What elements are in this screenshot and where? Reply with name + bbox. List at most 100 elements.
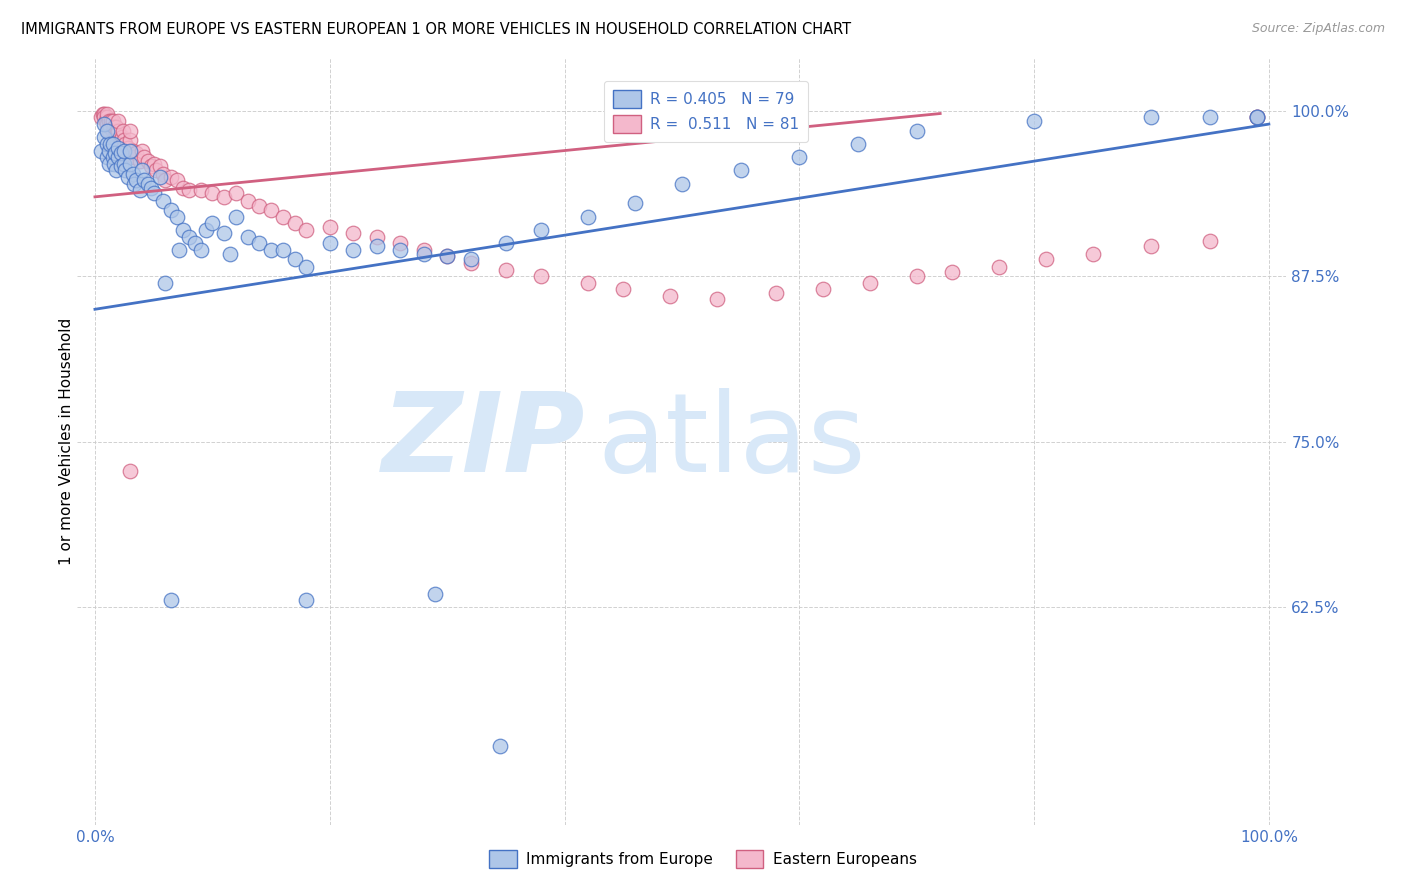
Point [172,180,194,194]
Point [183,236,205,251]
Point [260,243,283,257]
Point [125,172,148,186]
Point [96,124,118,138]
Point [1246,111,1268,125]
Point [110,133,132,147]
Point [107,114,129,128]
Point [103,157,125,171]
Point [96,117,118,131]
Point [366,239,388,253]
Point [96,111,118,125]
Point [1022,114,1045,128]
Point [730,163,752,178]
Point [160,169,183,184]
Point [152,194,174,208]
Point [495,236,517,251]
Point [190,243,212,257]
Point [295,593,318,607]
Point [169,243,191,257]
Point [120,124,142,138]
Point [1199,111,1222,125]
Point [271,243,294,257]
Point [101,124,124,138]
Point [160,593,183,607]
Point [105,128,128,142]
Point [93,130,115,145]
Point [91,106,114,120]
Point [122,177,145,191]
Point [1246,111,1268,125]
Point [141,180,163,194]
Point [412,243,434,257]
Point [105,120,128,134]
Point [111,130,134,145]
Point [425,587,447,601]
Point [155,276,177,290]
Point [247,236,270,251]
Point [195,223,218,237]
Point [765,286,787,301]
Point [98,136,121,151]
Point [436,249,458,263]
Point [112,133,135,147]
Point [342,226,364,240]
Point [624,196,647,211]
Point [98,114,121,128]
Point [121,167,143,181]
Text: atlas: atlas [598,388,866,495]
Point [96,136,118,151]
Point [905,269,928,284]
Point [128,183,150,197]
Point [706,292,728,306]
Point [846,136,869,151]
Point [225,210,247,224]
Point [114,163,136,178]
Point [120,157,142,171]
Point [121,144,143,158]
Point [389,243,412,257]
Point [101,136,124,151]
Text: Source: ZipAtlas.com: Source: ZipAtlas.com [1251,22,1385,36]
Point [142,186,165,200]
Point [148,169,170,184]
Point [90,111,112,125]
Point [120,144,142,158]
Point [96,106,118,120]
Point [236,229,259,244]
Point [1199,234,1222,248]
Point [152,167,174,181]
Point [110,160,132,174]
Point [787,150,810,164]
Point [295,223,318,237]
Point [105,163,128,178]
Point [100,114,122,128]
Point [125,146,148,161]
Point [859,276,882,290]
Point [412,246,434,260]
Point [236,194,259,208]
Point [260,203,283,218]
Point [101,150,124,164]
Text: ZIP: ZIP [381,388,585,495]
Point [104,146,127,161]
Point [117,169,139,184]
Point [811,282,834,296]
Point [219,246,242,260]
Point [172,223,194,237]
Point [247,199,270,213]
Point [530,223,553,237]
Point [107,141,129,155]
Point [166,210,188,224]
Point [436,249,458,263]
Point [166,172,188,186]
Point [201,216,224,230]
Point [495,262,517,277]
Point [120,464,142,478]
Point [460,252,482,266]
Point [576,210,599,224]
Text: IMMIGRANTS FROM EUROPE VS EASTERN EUROPEAN 1 OR MORE VEHICLES IN HOUSEHOLD CORRE: IMMIGRANTS FROM EUROPE VS EASTERN EUROPE… [21,22,851,37]
Point [489,739,512,753]
Point [155,172,177,186]
Point [134,150,156,164]
Point [112,124,135,138]
